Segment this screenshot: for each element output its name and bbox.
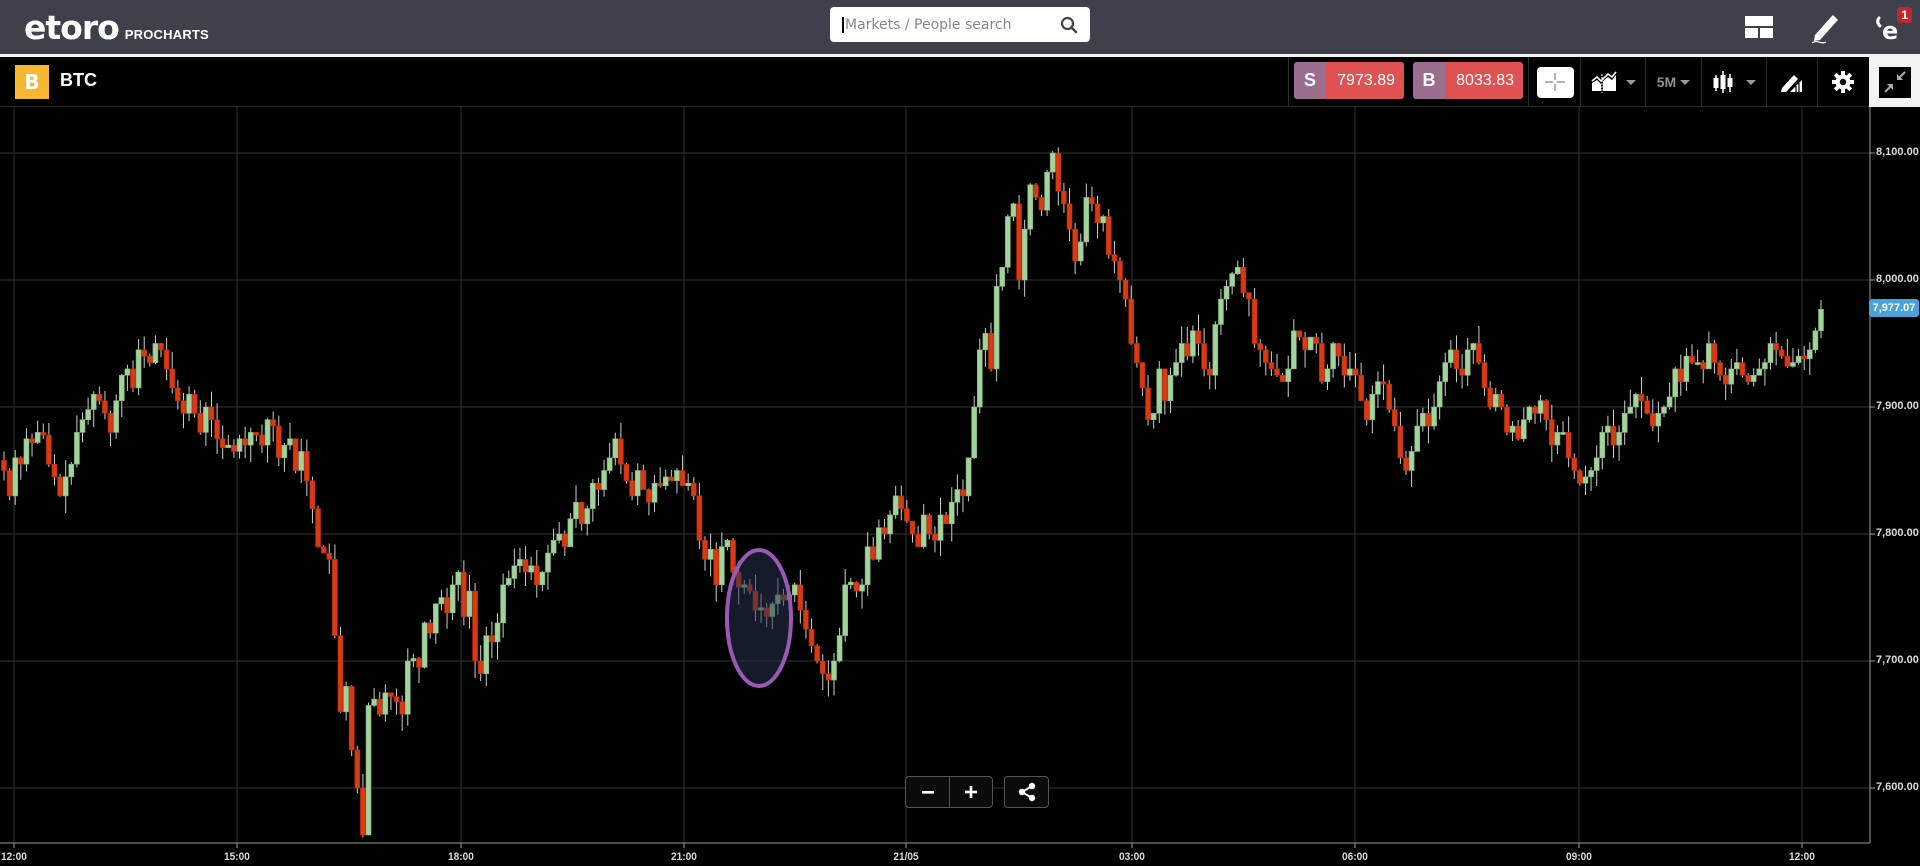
search-icon[interactable] — [1060, 16, 1078, 34]
divider — [1817, 57, 1818, 107]
x-tick-label: 12:00 — [1, 851, 27, 863]
sell-button[interactable]: S 7973.89 — [1294, 62, 1404, 99]
timeframe-value: 5M — [1656, 74, 1677, 90]
x-tick-label: 06:00 — [1342, 851, 1368, 863]
x-tick-label: 21/05 — [893, 851, 919, 863]
zoom-in-button[interactable] — [949, 777, 992, 807]
share-control — [1004, 776, 1049, 808]
layout-grid-icon[interactable] — [1742, 9, 1776, 45]
x-tick-label: 12:00 — [1789, 851, 1815, 863]
indicators-button[interactable] — [1581, 57, 1645, 107]
divider — [1645, 57, 1646, 107]
last-price-label: 7,977.07 — [1869, 299, 1919, 317]
timeframe-dropdown[interactable]: 5M — [1646, 57, 1701, 107]
divider — [1528, 57, 1529, 107]
etoro-logo[interactable]: etoro PROCHARTS — [24, 6, 209, 46]
logo-text: etoro — [24, 8, 120, 47]
instrument-symbol: BTC — [60, 70, 97, 90]
y-tick-label: 8,000.00 — [1876, 273, 1919, 285]
drawing-tools-icon — [1781, 75, 1802, 92]
buy-price: 8033.83 — [1445, 62, 1523, 99]
y-tick-label: 7,900.00 — [1876, 400, 1919, 412]
pencil-edit-icon[interactable] — [1807, 9, 1841, 45]
divider — [1701, 57, 1702, 107]
etoro-notifications-icon[interactable]: e 1 — [1872, 7, 1912, 45]
collapse-icon — [1878, 66, 1911, 98]
instrument-bar: B BTC S 7973.89 B 8033.83 5M — [0, 57, 1920, 107]
bitcoin-icon: B — [15, 65, 49, 99]
zoom-controls — [905, 776, 993, 808]
bitcoin-glyph: B — [24, 70, 40, 94]
buy-button[interactable]: B 8033.83 — [1413, 62, 1523, 99]
x-tick-label: 09:00 — [1566, 851, 1592, 863]
x-tick-label: 03:00 — [1119, 851, 1145, 863]
y-tick-label: 8,100.00 — [1876, 146, 1919, 158]
price-chart[interactable]: 8,100.00 8,000.00 7,900.00 7,800.00 7,700.00… — [0, 107, 1920, 866]
top-header: etoro PROCHARTS e 1 — [0, 0, 1920, 54]
candlestick-icon — [1713, 71, 1733, 93]
sell-label: S — [1294, 62, 1326, 99]
search-input[interactable] — [842, 16, 1052, 33]
buy-label: B — [1413, 62, 1445, 99]
settings-button[interactable] — [1818, 57, 1868, 107]
sell-price: 7973.89 — [1326, 62, 1404, 99]
header-divider — [0, 54, 1920, 57]
drawing-tools-button[interactable] — [1767, 57, 1817, 107]
y-tick-label: 7,700.00 — [1876, 654, 1919, 666]
y-tick-label: 7,600.00 — [1876, 781, 1919, 793]
indicators-icon — [1591, 71, 1617, 93]
crosshair-icon — [1536, 66, 1574, 98]
share-button[interactable] — [1005, 777, 1048, 807]
notification-badge: 1 — [1897, 7, 1912, 23]
divider — [1580, 57, 1581, 107]
chevron-down-icon — [1626, 79, 1636, 85]
logo-subtitle: PROCHARTS — [124, 27, 209, 42]
chevron-down-icon — [1746, 79, 1756, 85]
chevron-down-icon — [1680, 79, 1691, 85]
x-tick-label: 15:00 — [224, 851, 250, 863]
search-box[interactable] — [830, 7, 1090, 42]
divider — [1766, 57, 1767, 107]
share-icon — [1018, 782, 1035, 802]
candlestick-chart[interactable] — [0, 107, 1920, 866]
y-tick-label: 7,800.00 — [1876, 527, 1919, 539]
crosshair-button[interactable] — [1536, 57, 1574, 107]
chart-type-dropdown[interactable] — [1702, 57, 1766, 107]
zoom-out-button[interactable] — [906, 777, 949, 807]
collapse-button[interactable] — [1869, 57, 1920, 107]
divider — [1288, 57, 1289, 107]
x-tick-label: 18:00 — [448, 851, 474, 863]
svg-text:e: e — [1882, 17, 1898, 42]
x-tick-label: 21:00 — [671, 851, 697, 863]
gear-icon — [1832, 71, 1854, 93]
